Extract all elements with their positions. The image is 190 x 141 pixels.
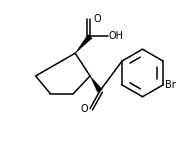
Text: OH: OH [109,31,124,41]
Polygon shape [75,35,92,53]
Text: Br: Br [165,80,176,90]
Polygon shape [90,76,102,92]
Text: O: O [93,14,101,24]
Text: O: O [80,104,88,114]
